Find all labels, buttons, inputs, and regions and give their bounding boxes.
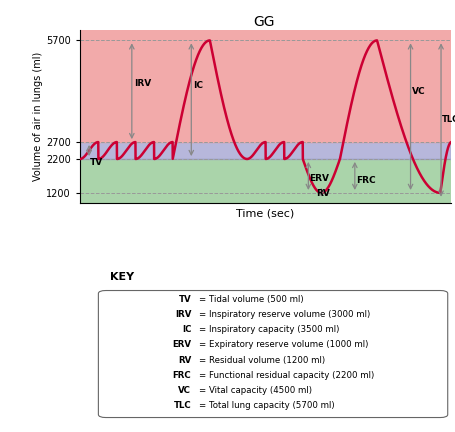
Text: FRC: FRC: [355, 176, 375, 185]
Text: IRV: IRV: [133, 79, 151, 88]
Text: FRC: FRC: [172, 371, 191, 380]
Text: ERV: ERV: [309, 174, 329, 183]
Text: RV: RV: [177, 356, 191, 365]
X-axis label: Time (sec): Time (sec): [236, 209, 294, 219]
Text: TV: TV: [178, 295, 191, 304]
Bar: [80, 30, 450, 142]
Text: = Vital capacity (4500 ml): = Vital capacity (4500 ml): [198, 386, 311, 395]
Text: ERV: ERV: [172, 340, 191, 349]
Text: = Functional residual capacity (2200 ml): = Functional residual capacity (2200 ml): [198, 371, 373, 380]
Text: KEY: KEY: [109, 273, 133, 283]
Text: = Inspiratory capacity (3500 ml): = Inspiratory capacity (3500 ml): [198, 325, 339, 334]
Bar: [80, 159, 450, 203]
Text: = Inspiratory reserve volume (3000 ml): = Inspiratory reserve volume (3000 ml): [198, 310, 369, 319]
Text: IC: IC: [193, 81, 203, 90]
FancyBboxPatch shape: [98, 291, 447, 417]
Text: TV: TV: [90, 158, 103, 167]
Text: GG: GG: [253, 15, 275, 29]
Text: = Tidal volume (500 ml): = Tidal volume (500 ml): [198, 295, 303, 304]
Bar: [80, 142, 450, 159]
Text: VC: VC: [178, 386, 191, 395]
Text: IRV: IRV: [175, 310, 191, 319]
Text: VC: VC: [411, 87, 425, 96]
Text: RV: RV: [315, 189, 329, 197]
Text: IC: IC: [182, 325, 191, 334]
Text: TLC: TLC: [173, 401, 191, 410]
Text: = Total lung capacity (5700 ml): = Total lung capacity (5700 ml): [198, 401, 334, 410]
Text: = Residual volume (1200 ml): = Residual volume (1200 ml): [198, 356, 324, 365]
Text: TLC: TLC: [441, 115, 455, 124]
Y-axis label: Volume of air in lungs (ml): Volume of air in lungs (ml): [33, 52, 43, 181]
Text: = Expiratory reserve volume (1000 ml): = Expiratory reserve volume (1000 ml): [198, 340, 367, 349]
